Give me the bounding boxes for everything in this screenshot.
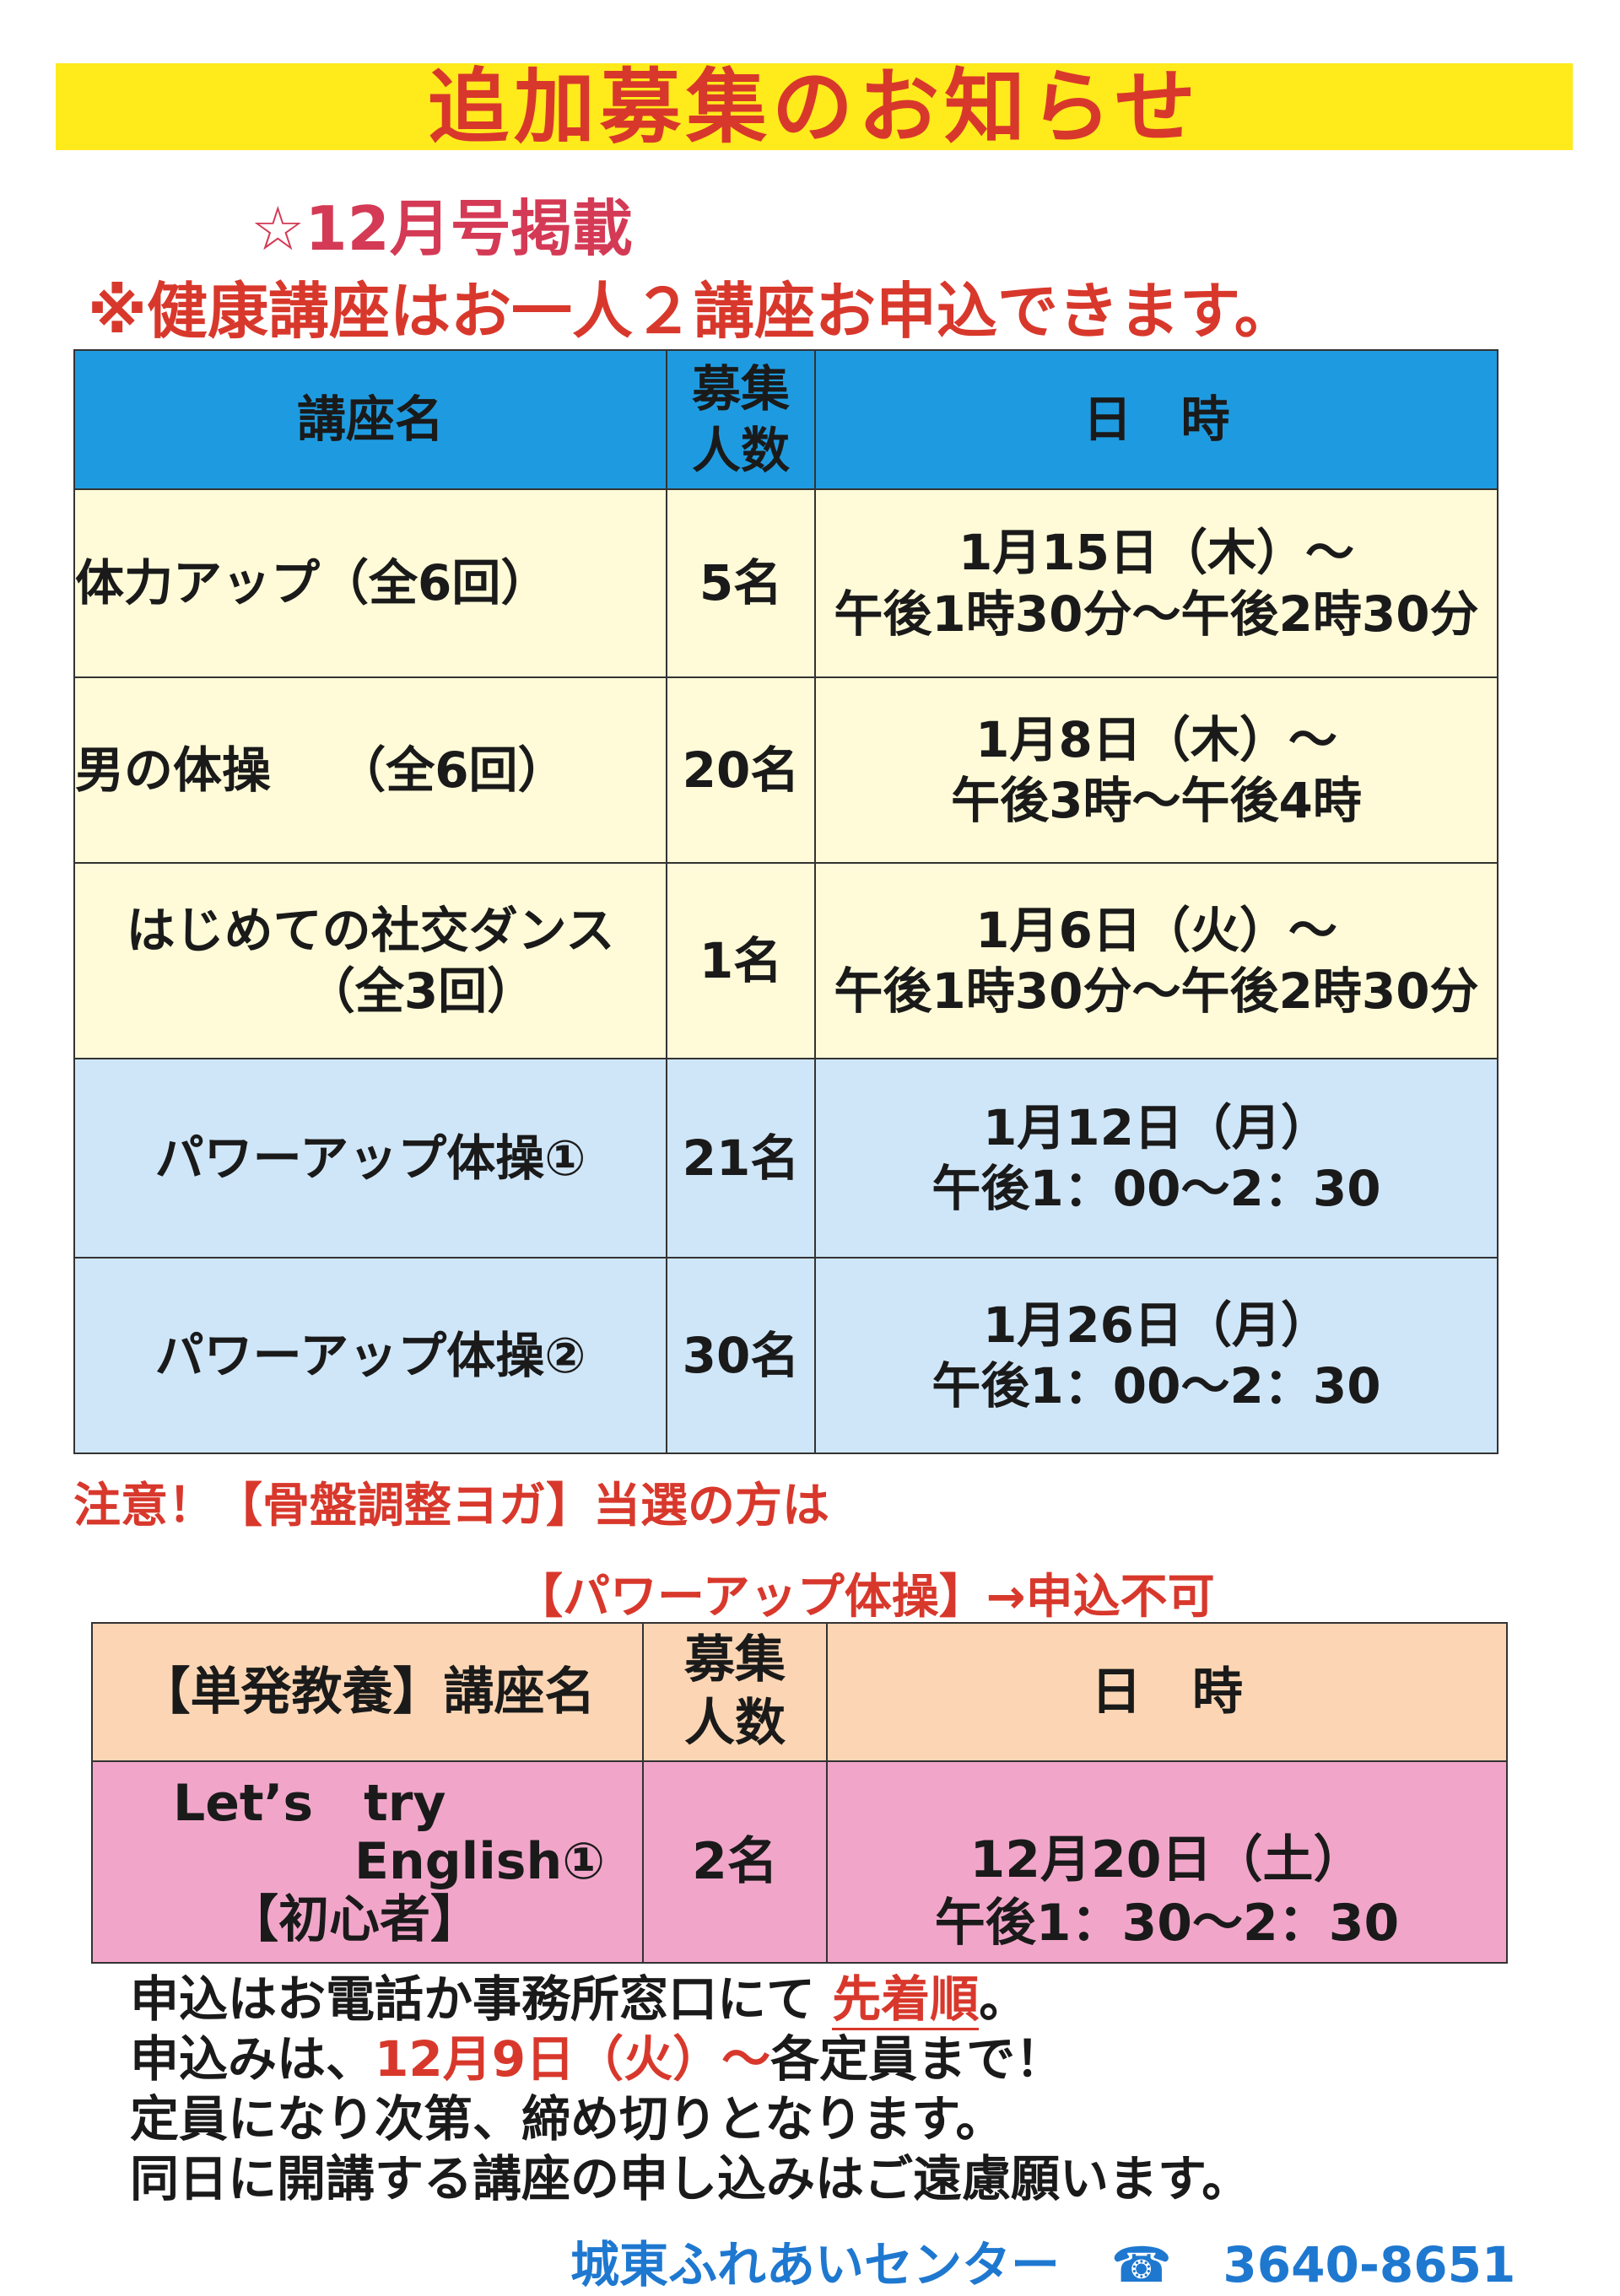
- table-header: 講座名 募集 人数 日 時: [73, 349, 1498, 490]
- header-capacity-2: 人数: [684, 1694, 786, 1753]
- course-datetime: 1月8日（木）～ 午後3時～午後4時: [814, 676, 1498, 864]
- course-capacity: 20名: [666, 676, 816, 864]
- info-line-4: 同日に開講する講座の申し込みはご遠慮願います。: [130, 2150, 1251, 2207]
- info-text: 各定員まで！: [770, 2030, 1065, 2088]
- course-time: 午後1：30～2：30: [934, 1893, 1400, 1953]
- header-capacity: 募集 人数: [666, 349, 816, 490]
- course-name-line2: （全3回）: [305, 962, 537, 1020]
- course-name: 男の体操 （全6回）: [73, 676, 667, 864]
- notice-text: ※健康講座はお一人２講座お申込できます。: [88, 276, 1295, 347]
- course-time: 午後1：00～2：30: [932, 1160, 1381, 1217]
- first-come-highlight: 先着順: [832, 1970, 980, 2030]
- application-info: 申込はお電話か事務所窓口にて 先着順。 申込みは、12月9日（火）～各定員まで！…: [130, 1970, 1250, 2209]
- course-name: Let’s try English① 【初心者】: [91, 1760, 644, 1964]
- phone-number: 3640-8651: [1223, 2236, 1516, 2293]
- course-time: 午後1時30分～午後2時30分: [834, 585, 1479, 643]
- course-date: 1月8日（木）～: [975, 710, 1337, 768]
- header-datetime: 日 時: [814, 349, 1498, 490]
- footer-contact: 城東ふれあいセンター ☎ 3640-8651: [570, 2225, 1515, 2296]
- table-row: 体力アップ（全6回） 5名 1月15日（木）～ 午後1時30分～午後2時30分: [73, 488, 1498, 678]
- course-date: 1月6日（火）～: [975, 901, 1337, 959]
- header-capacity: 募集 人数: [642, 1622, 828, 1762]
- header-capacity-2: 人数: [691, 421, 790, 479]
- info-text: 申込はお電話か事務所窓口にて: [130, 1970, 833, 2028]
- single-course-table: 【単発教養】講座名 募集 人数 日 時 Let’s try English① 【初…: [91, 1622, 1508, 1964]
- course-table: 講座名 募集 人数 日 時 体力アップ（全6回） 5名 1月15日（木）～ 午後1時…: [73, 349, 1498, 1454]
- issue-label: ☆12月号掲載: [251, 193, 633, 264]
- center-name: 城東ふれあいセンター: [570, 2236, 1061, 2293]
- start-date-highlight: 12月9日（火）～: [375, 2030, 771, 2088]
- table-row: 男の体操 （全6回） 20名 1月8日（木）～ 午後3時～午後4時: [73, 676, 1498, 864]
- course-datetime: 12月20日（土） 午後1：30～2：30: [826, 1760, 1508, 1964]
- course-time: 午後1時30分～午後2時30分: [834, 962, 1479, 1020]
- course-datetime: 1月15日（木）～ 午後1時30分～午後2時30分: [814, 488, 1498, 678]
- phone-icon: ☎: [1110, 2236, 1172, 2293]
- course-name-line3: 【初心者】: [228, 1890, 481, 1949]
- course-capacity: 21名: [666, 1058, 816, 1258]
- course-date: 1月15日（木）～: [958, 524, 1355, 581]
- course-date: 1月26日（月）: [982, 1296, 1331, 1354]
- course-date: 1月12日（月）: [982, 1098, 1331, 1156]
- course-name: 体力アップ（全6回）: [73, 488, 667, 678]
- table-header: 【単発教養】講座名 募集 人数 日 時: [91, 1622, 1508, 1762]
- info-line-3: 定員になり次第、締め切りとなります。: [130, 2090, 1005, 2148]
- course-name: パワーアップ体操②: [73, 1257, 667, 1454]
- course-time: 午後1：00～2：30: [932, 1357, 1381, 1415]
- course-name: はじめての社交ダンス （全3回）: [73, 862, 667, 1059]
- course-name-line1: Let’s try: [173, 1774, 446, 1833]
- course-name: パワーアップ体操①: [73, 1058, 667, 1258]
- course-time: 午後3時～午後4時: [951, 772, 1362, 829]
- header-datetime: 日 時: [826, 1622, 1508, 1762]
- course-capacity: 1名: [666, 862, 816, 1059]
- caution-text-2: 【パワーアップ体操】→申込不可: [516, 1570, 1215, 1625]
- table-row: はじめての社交ダンス （全3回） 1名 1月6日（火）～ 午後1時30分～午後2時3…: [73, 862, 1498, 1059]
- table-row: Let’s try English① 【初心者】 2名 12月20日（土） 午後1…: [91, 1760, 1508, 1964]
- caution-text-1: 注意！【骨盤調整ヨガ】当選の方は: [73, 1479, 829, 1533]
- course-name-line2: English①: [354, 1832, 606, 1891]
- info-line-2: 申込みは、12月9日（火）～各定員まで！: [130, 2029, 1250, 2089]
- header-name: 【単発教養】講座名: [91, 1622, 644, 1762]
- title-banner: 追加募集のお知らせ: [56, 63, 1573, 150]
- info-text: 申込みは、: [130, 2030, 375, 2088]
- table-row: パワーアップ体操② 30名 1月26日（月） 午後1：00～2：30: [73, 1257, 1498, 1454]
- course-name-line1: はじめての社交ダンス: [126, 901, 615, 959]
- course-datetime: 1月26日（月） 午後1：00～2：30: [814, 1257, 1498, 1454]
- course-datetime: 1月12日（月） 午後1：00～2：30: [814, 1058, 1498, 1258]
- page-title: 追加募集のお知らせ: [427, 59, 1202, 154]
- course-date: 12月20日（土）: [969, 1830, 1364, 1889]
- info-text: 。: [979, 1970, 1029, 2028]
- header-capacity-1: 募集: [691, 360, 790, 418]
- course-capacity: 2名: [642, 1760, 828, 1964]
- course-datetime: 1月6日（火）～ 午後1時30分～午後2時30分: [814, 862, 1498, 1059]
- course-capacity: 5名: [666, 488, 816, 678]
- info-line-1: 申込はお電話か事務所窓口にて 先着順。: [130, 1970, 1250, 2030]
- course-capacity: 30名: [666, 1257, 816, 1454]
- header-name: 講座名: [73, 349, 667, 490]
- header-capacity-1: 募集: [684, 1630, 786, 1690]
- table-row: パワーアップ体操① 21名 1月12日（月） 午後1：00～2：30: [73, 1058, 1498, 1258]
